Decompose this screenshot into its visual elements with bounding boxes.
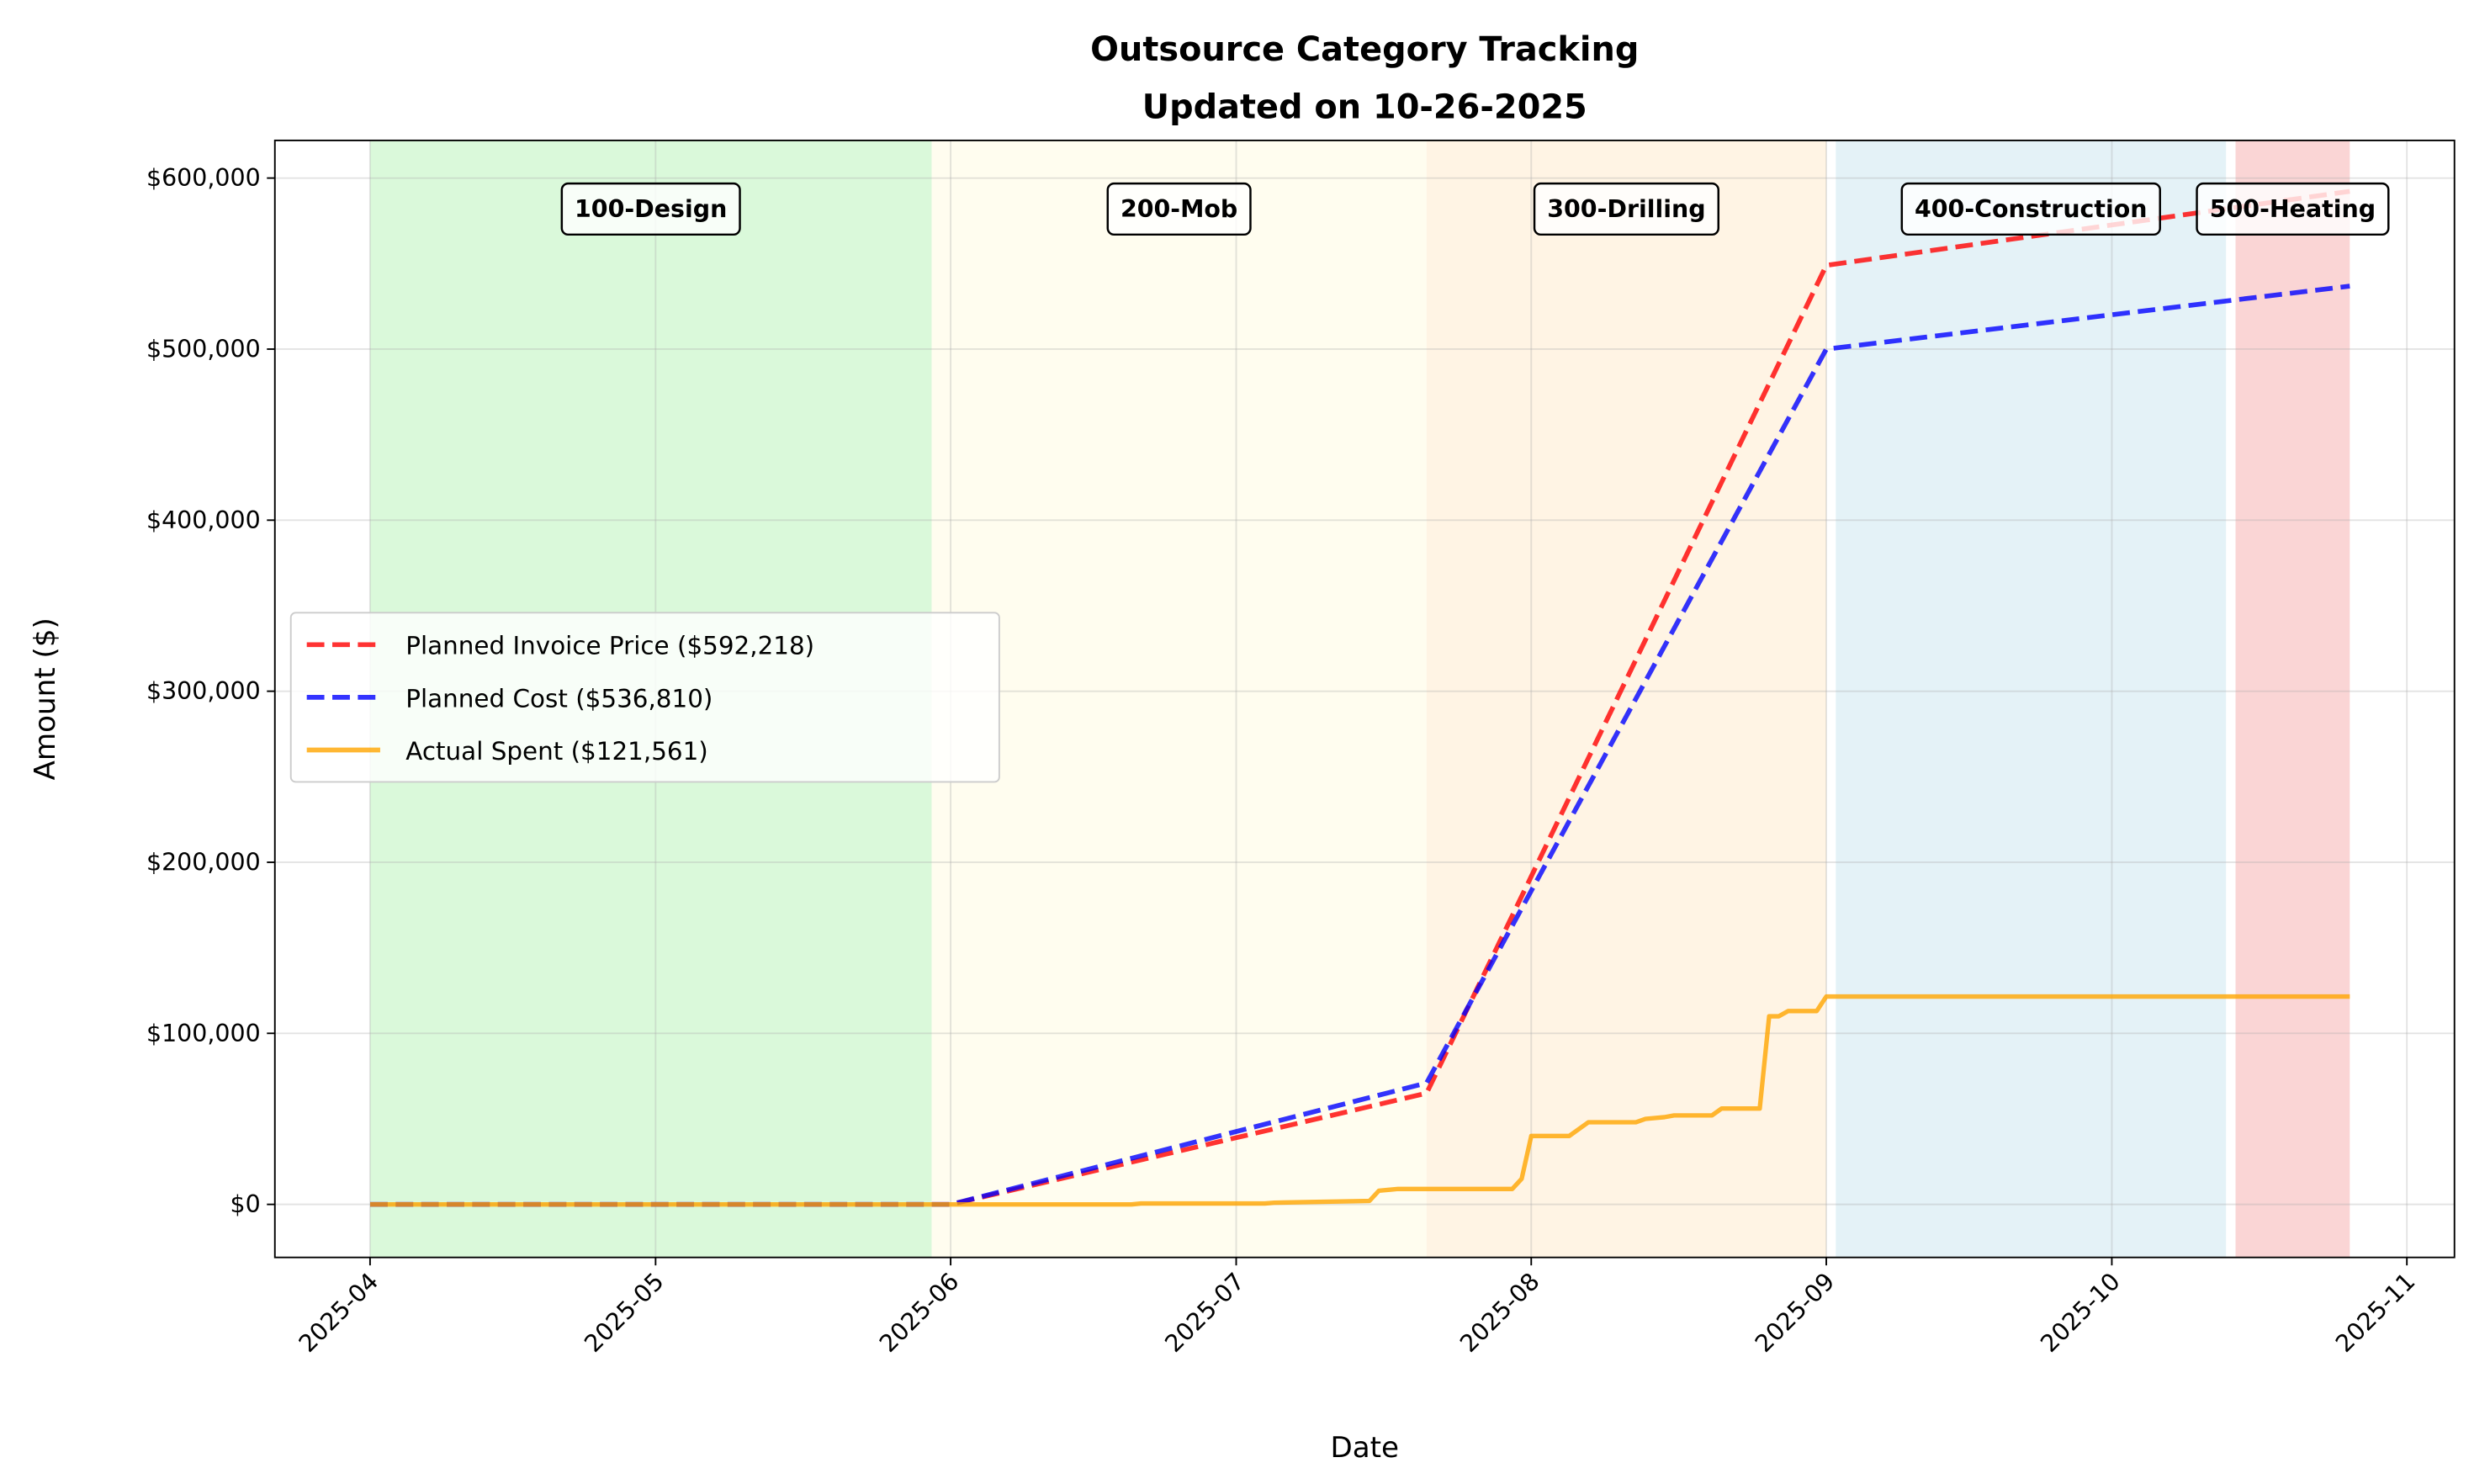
y-axis: $0 $100,000 $200,000 $300,000 $400,000 $500,0… — [146, 164, 275, 1218]
legend-box — [289, 612, 1000, 783]
y-tick-label: $500,000 — [146, 335, 261, 363]
phase-label-box: 500-Heating — [2196, 182, 2390, 236]
y-axis-label: Amount ($) — [29, 617, 62, 780]
plot-frame — [273, 139, 2456, 1259]
phase-band — [931, 140, 1427, 1258]
phase-label-background — [1900, 182, 2161, 236]
phase-label-box: 400-Construction — [1900, 182, 2161, 236]
legend-entry: Actual Spent ($121,561) — [405, 737, 707, 766]
y-tick-label: $100,000 — [146, 1020, 261, 1047]
phase-band — [1836, 140, 2227, 1258]
series-lines — [369, 188, 2350, 1207]
phase-label: 400-Construction — [1915, 195, 2148, 223]
y-tick-label: $400,000 — [146, 506, 261, 534]
phase-band — [1426, 140, 1827, 1258]
series-line — [369, 994, 2350, 1207]
phase-label-box: 300-Drilling — [1533, 182, 1720, 236]
y-tick-label: $600,000 — [146, 164, 261, 192]
phase-label: 500-Heating — [2210, 195, 2376, 223]
phase-label-background — [1533, 182, 1720, 236]
y-tick-label: $0 — [230, 1190, 261, 1218]
phase-labels: 100-Design 200-Mob 300-Drilling 400-Constru… — [560, 182, 2390, 236]
phase-label: 200-Mob — [1120, 195, 1237, 223]
legend-entry: Planned Invoice Price ($592,218) — [405, 632, 814, 660]
chart-title: Outsource Category Tracking — [1090, 30, 1639, 69]
phase-label-background — [2196, 182, 2390, 236]
legend-entry: Planned Cost ($536,810) — [405, 684, 713, 713]
legend: Planned Invoice Price ($592,218) Planned … — [289, 612, 1000, 783]
y-tick-label: $300,000 — [146, 677, 261, 705]
x-axis-label: Date — [1330, 1431, 1399, 1465]
phase-label-box: 200-Mob — [1106, 182, 1252, 236]
phase-label-box: 100-Design — [560, 182, 741, 236]
phase-label: 100-Design — [575, 195, 727, 223]
phase-label: 300-Drilling — [1547, 195, 1705, 223]
phase-label-background — [560, 182, 741, 236]
y-tick-label: $200,000 — [146, 848, 261, 876]
chart-subtitle: Updated on 10-26-2025 — [1142, 87, 1587, 126]
phase-label-background — [1106, 182, 1252, 236]
phase-band — [2235, 140, 2350, 1258]
